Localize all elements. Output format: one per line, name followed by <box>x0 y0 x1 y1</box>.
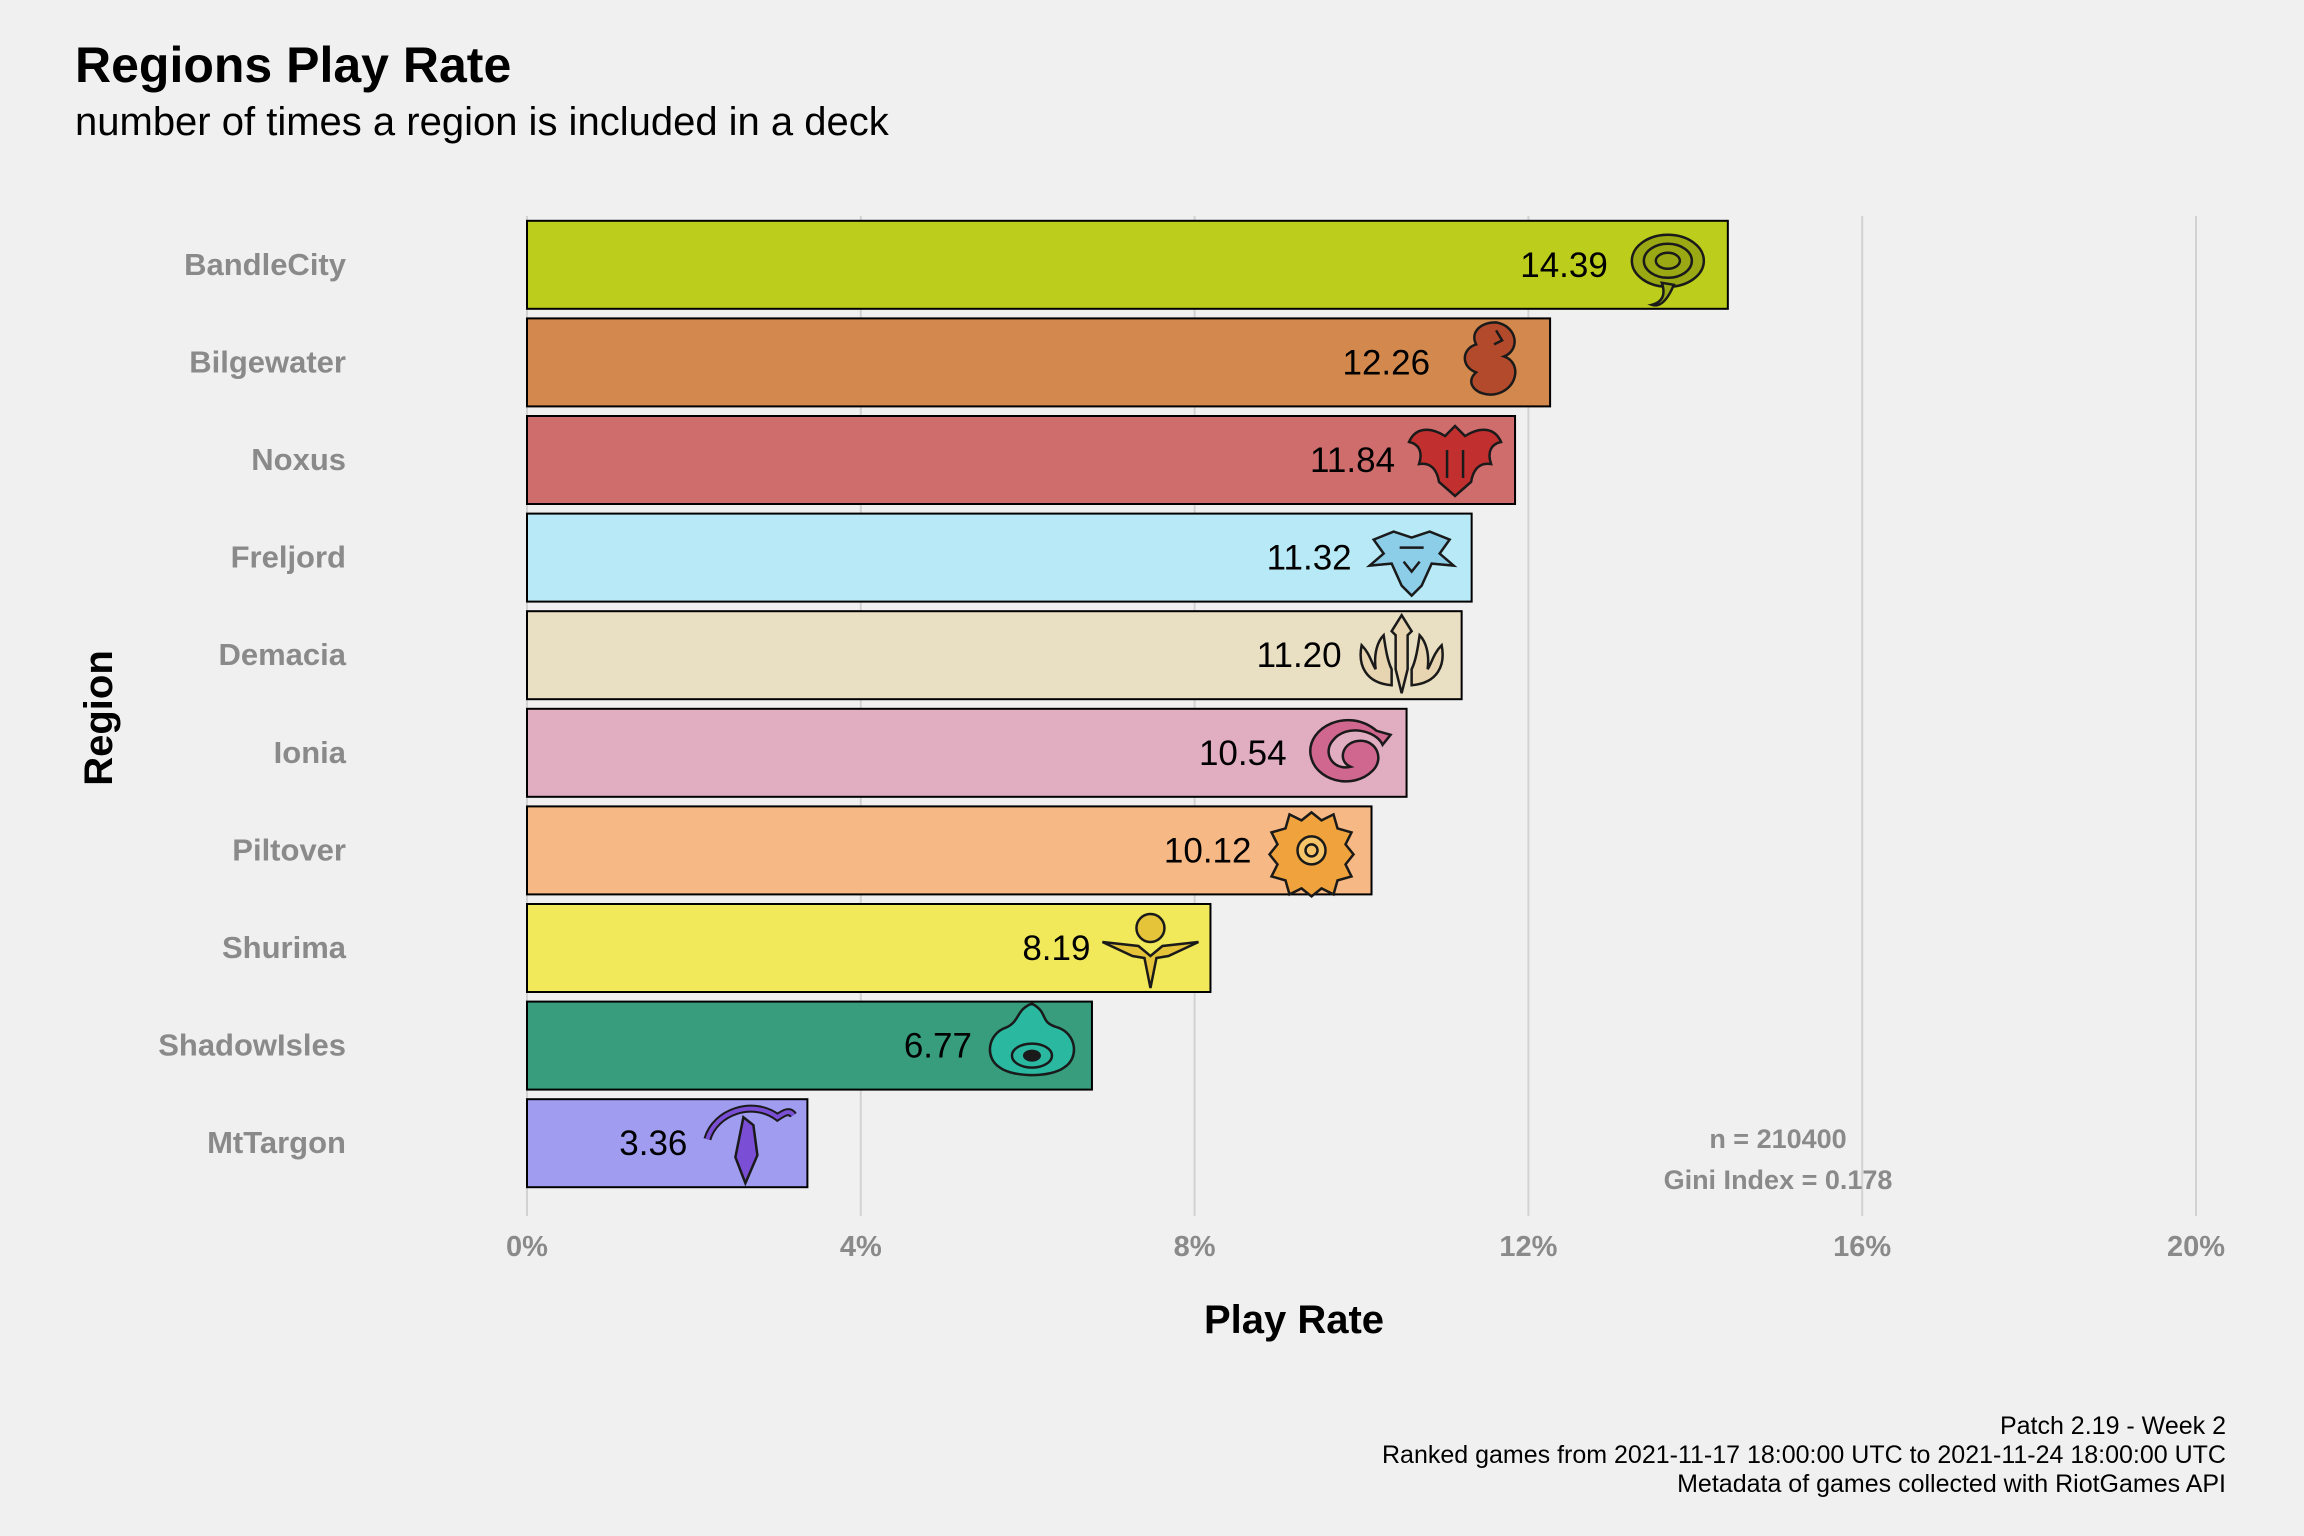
y-tick-label: Shurima <box>222 930 347 965</box>
chart-title: Regions Play Rate <box>75 37 512 93</box>
bar-mttargon <box>526 1098 809 1189</box>
demacia-icon <box>1359 612 1444 694</box>
data-label: 14.39 <box>1520 246 1608 285</box>
caption-patch: Patch 2.19 - Week 2 <box>1999 1412 2226 1440</box>
bar-freljord <box>526 512 1473 603</box>
caption-source: Metadata of games collected with RiotGam… <box>1677 1470 2226 1498</box>
y-tick-label: Freljord <box>231 540 346 575</box>
data-label: 12.26 <box>1343 343 1431 382</box>
freljord-icon <box>1365 530 1458 598</box>
caption-date-range: Ranked games from 2021-11-17 18:00:00 UT… <box>1381 1441 2226 1469</box>
y-axis-title: Region <box>77 650 121 786</box>
bilgewater-icon <box>1463 321 1517 396</box>
y-tick-label: BandleCity <box>184 247 347 282</box>
y-tick-label: Piltover <box>232 832 346 867</box>
bandlecity-icon <box>1630 233 1706 307</box>
bar-piltover <box>526 805 1373 896</box>
gini-index-annotation: Gini Index = 0.178 <box>1664 1165 1893 1195</box>
x-tick-label: 8% <box>1174 1231 1216 1263</box>
mttargon-icon <box>703 1104 797 1187</box>
x-tick-label: 12% <box>1499 1231 1557 1263</box>
noxus-icon <box>1407 424 1503 498</box>
sample-size-annotation: n = 210400 <box>1709 1124 1846 1154</box>
bar-bandlecity <box>526 219 1729 310</box>
y-tick-label: ShadowIsles <box>158 1028 346 1063</box>
bar-shurima <box>526 903 1212 993</box>
data-label: 11.84 <box>1310 441 1395 480</box>
data-label: 10.12 <box>1164 831 1252 870</box>
x-tick-label: 16% <box>1833 1231 1891 1263</box>
y-tick-label: Ionia <box>274 735 347 770</box>
x-axis-title: Play Rate <box>1204 1298 1384 1342</box>
shurima-icon <box>1101 912 1199 989</box>
data-label: 11.20 <box>1257 636 1342 675</box>
chart-subtitle: number of times a region is included in … <box>75 100 889 144</box>
y-tick-label: MtTargon <box>207 1125 346 1160</box>
data-label: 8.19 <box>1022 929 1090 968</box>
piltover-icon <box>1267 810 1356 899</box>
data-label: 10.54 <box>1199 734 1287 773</box>
data-label: 11.32 <box>1267 539 1352 578</box>
x-tick-label: 4% <box>840 1231 882 1263</box>
bar-bilgewater <box>526 317 1552 408</box>
y-tick-label: Bilgewater <box>189 344 346 379</box>
x-tick-label: 20% <box>2167 1231 2225 1263</box>
ionia-icon <box>1309 719 1393 783</box>
bar-noxus <box>526 415 1517 505</box>
shadowisles-icon <box>988 1002 1076 1077</box>
bar-ionia <box>526 707 1408 798</box>
y-tick-label: Noxus <box>251 442 346 477</box>
bars: 14.39 12.26 11.84 11.32 11.20 10.54 10.12 8.19 6… <box>526 219 1729 1189</box>
x-tick-label: 0% <box>506 1231 548 1263</box>
caption: Patch 2.19 - Week 2 Ranked games from 20… <box>1382 1412 2226 1499</box>
data-label: 6.77 <box>904 1027 972 1066</box>
y-tick-labels: BandleCity Bilgewater Noxus Freljord Demacia… <box>158 247 347 1160</box>
data-label: 3.36 <box>619 1124 687 1163</box>
x-tick-labels: 0% 4% 8% 12% 16% 20% <box>506 1231 2225 1263</box>
bar-demacia <box>526 610 1463 701</box>
y-tick-label: Demacia <box>218 637 346 672</box>
